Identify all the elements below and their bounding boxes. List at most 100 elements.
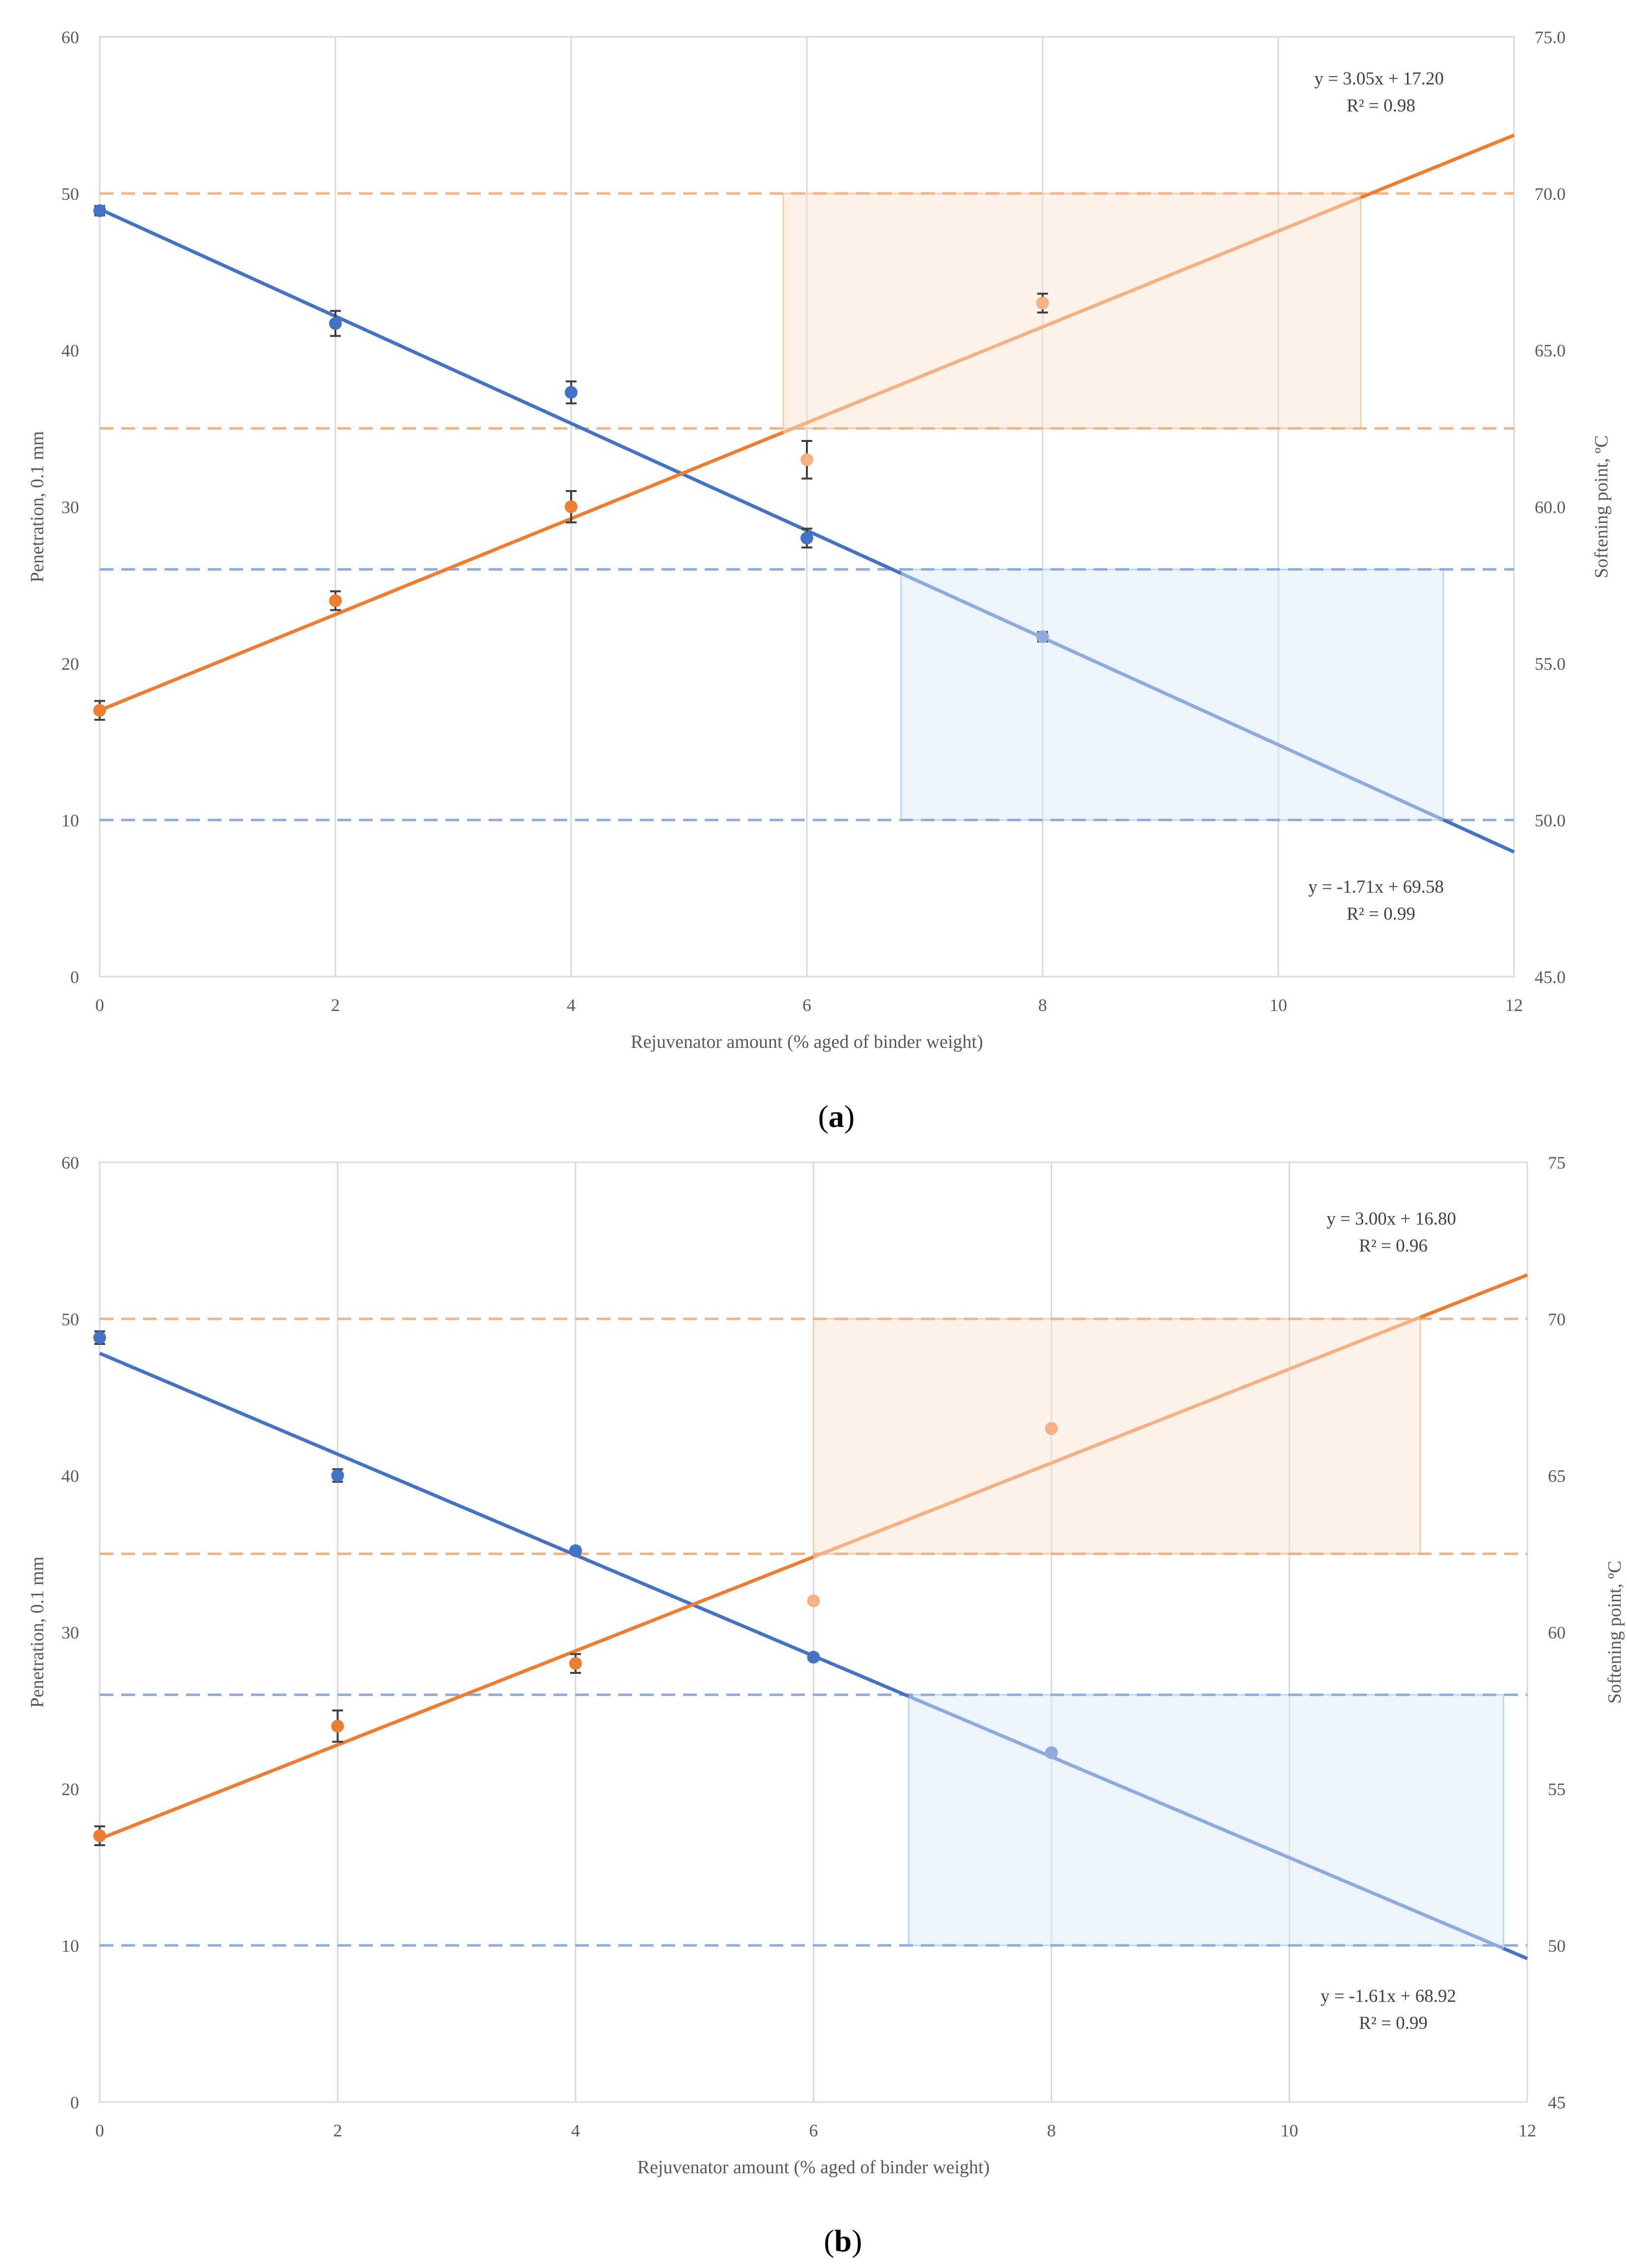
y-tick-label: 60 [61, 27, 79, 47]
softening-data-point [569, 1657, 582, 1670]
softening-data-point [800, 453, 813, 466]
y-tick-label: 30 [61, 1623, 79, 1642]
softening-data-point [93, 704, 106, 717]
x-tick-label: 2 [333, 2121, 342, 2140]
x-tick-label: 0 [95, 2121, 104, 2140]
softening-equation: y = 3.00x + 16.80 [1326, 1209, 1456, 1229]
x-tick-label: 4 [571, 2121, 580, 2140]
caption-letter: a [828, 1099, 844, 1134]
penetration-data-point [1036, 630, 1049, 643]
y2-axis-title: Softening point, ºC [1591, 435, 1612, 578]
penetration-data-point [1045, 1746, 1058, 1759]
x-axis-title: Rejuvenator amount (% aged of binder wei… [637, 2157, 990, 2178]
panel-caption: (b) [824, 2223, 862, 2258]
softening-data-point [329, 594, 342, 607]
softening-data-point [565, 500, 578, 513]
y-tick-label: 10 [61, 811, 79, 830]
y-tick-label: 50 [61, 1310, 79, 1329]
penetration-r-squared: R² = 0.99 [1359, 2013, 1428, 2033]
y2-tick-label: 55.0 [1535, 654, 1566, 674]
y-tick-label: 50 [61, 184, 79, 204]
penetration-data-point [565, 386, 578, 399]
y-tick-label: 0 [70, 967, 79, 987]
penetration-data-point [331, 1469, 344, 1482]
softening-trendline [99, 431, 784, 712]
penetration-trendline [1442, 818, 1515, 854]
penetration-r-squared: R² = 0.99 [1347, 904, 1415, 924]
softening-data-point [1036, 297, 1049, 310]
penetration-equation: y = -1.71x + 69.58 [1308, 877, 1444, 897]
y-tick-label: 20 [61, 654, 79, 674]
x-tick-label: 12 [1505, 995, 1523, 1015]
penetration-data-point [93, 204, 106, 218]
y-tick-label: 40 [61, 1466, 79, 1486]
x-tick-label: 6 [802, 995, 811, 1015]
chart-b: 0 2 4 6 8 10 12 0 10 20 30 40 50 60 45 50 55 60 65 70 75 Reju… [27, 1153, 1625, 2258]
y2-tick-label: 65.0 [1535, 341, 1566, 360]
y2-tick-label: 75.0 [1535, 27, 1566, 47]
penetration-data-point [93, 1331, 106, 1344]
caption-letter: b [834, 2223, 852, 2258]
softening-data-point [331, 1720, 344, 1733]
y2-tick-label: 45 [1548, 2093, 1566, 2112]
y2-tick-label: 70.0 [1535, 184, 1566, 204]
y-tick-label: 40 [61, 341, 79, 360]
x-tick-label: 2 [331, 995, 340, 1015]
softening-r-squared: R² = 0.98 [1347, 96, 1415, 116]
penetration-equation: y = -1.61x + 68.92 [1321, 1986, 1456, 2006]
y2-tick-label: 50 [1548, 1936, 1566, 1956]
softening-trendline [1360, 134, 1515, 199]
y2-tick-label: 50.0 [1535, 811, 1566, 830]
chart-a: 0 2 4 6 8 10 12 0 10 20 30 40 50 60 45.0 50.0 55.0 60.0 65… [27, 27, 1612, 1134]
y-axis-title: Penetration, 0.1 mm [27, 431, 48, 582]
softening-trendline-band [813, 1315, 1421, 1559]
penetration-data-point [329, 317, 342, 330]
softening-data-point [807, 1594, 820, 1608]
x-tick-label: 10 [1281, 2121, 1298, 2140]
softening-data-point [1045, 1422, 1058, 1435]
x-tick-label: 4 [567, 995, 576, 1015]
softening-trendline [1419, 1273, 1528, 1319]
y-tick-label: 0 [70, 2093, 79, 2112]
y2-tick-label: 60 [1548, 1623, 1566, 1642]
y-tick-label: 30 [61, 497, 79, 517]
x-axis-title: Rejuvenator amount (% aged of binder wei… [631, 1032, 983, 1052]
penetration-trendline-band [908, 1694, 1504, 1950]
y2-axis-title: Softening point, ºC [1604, 1560, 1625, 1704]
y-tick-label: 20 [61, 1779, 79, 1799]
softening-trendline-band [782, 195, 1362, 434]
y-tick-label: 60 [61, 1153, 79, 1173]
x-tick-label: 10 [1269, 995, 1287, 1015]
softening-trendline [99, 1555, 814, 1841]
y2-tick-label: 75 [1548, 1153, 1566, 1173]
caption-close: ) [844, 1099, 855, 1134]
penetration-trendline [99, 207, 902, 575]
penetration-trendline [99, 1351, 910, 1698]
caption-close: ) [852, 2223, 862, 2258]
softening-data-point [93, 1829, 106, 1842]
x-tick-label: 0 [95, 995, 104, 1015]
y2-tick-label: 55 [1548, 1779, 1566, 1799]
x-tick-label: 8 [1047, 2121, 1056, 2140]
panel-caption: (a) [818, 1099, 855, 1134]
y2-tick-label: 45.0 [1535, 967, 1566, 987]
penetration-trendline [1503, 1947, 1528, 1961]
x-tick-label: 12 [1518, 2121, 1536, 2140]
penetration-trendline-band [900, 572, 1444, 821]
softening-r-squared: R² = 0.96 [1359, 1236, 1428, 1256]
softening-equation: y = 3.05x + 17.20 [1314, 69, 1444, 89]
caption-open: ( [824, 2223, 834, 2258]
y2-tick-label: 60.0 [1535, 497, 1566, 517]
softening-spec-band [782, 192, 1362, 429]
y2-tick-label: 65 [1548, 1466, 1566, 1486]
caption-open: ( [818, 1099, 828, 1134]
penetration-data-point [800, 531, 813, 545]
y-axis-title: Penetration, 0.1 mm [27, 1557, 48, 1708]
x-tick-label: 6 [809, 2121, 818, 2140]
y-tick-label: 10 [61, 1936, 79, 1956]
penetration-data-point [807, 1651, 820, 1664]
x-tick-label: 8 [1038, 995, 1047, 1015]
penetration-data-point [569, 1544, 582, 1558]
y2-tick-label: 70 [1548, 1310, 1566, 1329]
